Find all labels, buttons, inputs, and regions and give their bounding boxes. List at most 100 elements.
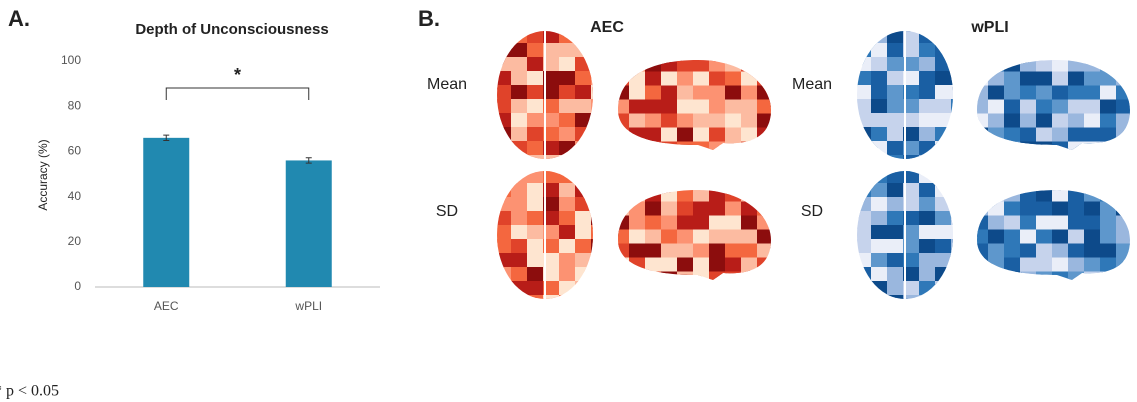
footnote: * p < 0.05: [0, 383, 59, 400]
brain-region: [951, 113, 970, 135]
column-title: wPLI: [970, 19, 1008, 36]
brain-map: [855, 165, 978, 318]
brain-region: [613, 188, 634, 206]
brain-region: [645, 142, 663, 164]
brain-region: [511, 155, 529, 173]
brain-region: [591, 127, 613, 149]
brain-region: [591, 253, 615, 274]
brain-region: [1068, 188, 1086, 204]
brain-region: [951, 253, 969, 272]
brain-region: [1116, 100, 1134, 115]
brain-region: [935, 155, 960, 174]
brain-region: [951, 29, 971, 49]
brain-region: [757, 258, 778, 280]
brain-region: [629, 272, 646, 289]
brain-region: [972, 188, 997, 208]
brain-region: [495, 29, 517, 48]
brain-region: [591, 85, 617, 102]
brain-region: [495, 253, 514, 268]
figure: A. Depth of Unconsciousness Accuracy (%)…: [0, 0, 1137, 402]
brain-region: [855, 267, 872, 285]
brain-region: [1100, 272, 1122, 289]
brain-region: [1020, 142, 1040, 163]
brain-region: [511, 113, 529, 129]
brain-region: [951, 85, 976, 106]
brain-map: [972, 58, 1137, 163]
brain-region: [1116, 142, 1137, 159]
brain-region: [575, 281, 597, 299]
brain-region: [935, 197, 956, 212]
brain-region: [1036, 272, 1054, 287]
brain-region: [495, 169, 514, 190]
brain-region: [935, 29, 961, 48]
brain-region: [559, 281, 581, 303]
brain-region: [951, 155, 970, 174]
brain-region: [988, 258, 1005, 276]
brain-region: [1020, 86, 1037, 102]
brain-region: [495, 141, 517, 164]
brain-region: [855, 225, 873, 241]
row-label: SD: [801, 203, 823, 220]
brain-region: [951, 43, 971, 64]
brain-region: [855, 155, 874, 176]
brain-region: [919, 281, 937, 300]
brain-region: [951, 281, 976, 297]
brain-region: [543, 295, 567, 313]
brain-region: [1084, 272, 1106, 287]
brain-region: [919, 155, 936, 176]
brain-region: [919, 141, 937, 157]
brain-region: [951, 57, 977, 78]
brain-region: [741, 272, 766, 292]
brain-map: [855, 25, 977, 178]
brain-region: [559, 141, 580, 157]
brain-region: [559, 29, 583, 45]
brain-region: [575, 295, 592, 316]
significance-marker: *: [234, 65, 241, 85]
brain-region: [757, 142, 774, 159]
brain-region: [855, 295, 876, 314]
brain-region: [575, 141, 598, 161]
y-tick-label: 80: [68, 98, 82, 112]
brain-region: [495, 281, 517, 300]
brain-region: [871, 141, 889, 163]
brain-region: [972, 86, 991, 102]
brain-region: [661, 142, 678, 159]
brain-region: [951, 225, 978, 247]
brain-region: [1004, 272, 1022, 295]
bar: [286, 160, 332, 287]
brain-region: [1004, 258, 1022, 273]
brain-region: [591, 239, 615, 262]
brain-region: [591, 71, 608, 89]
brain-region: [591, 43, 616, 61]
x-tick-label: AEC: [154, 299, 179, 313]
brain-region: [591, 197, 616, 218]
y-tick-label: 40: [68, 189, 82, 203]
brain-map: [613, 188, 784, 295]
brain-region: [661, 272, 687, 294]
brain-region: [629, 114, 648, 130]
brain-region: [559, 169, 577, 185]
brain-region: [935, 141, 961, 161]
y-tick-label: 20: [68, 234, 82, 248]
brain-region: [855, 141, 873, 157]
brain-region: [559, 267, 577, 283]
brain-region: [591, 183, 613, 200]
brain-map: [613, 58, 782, 164]
brain-region: [709, 142, 734, 160]
brain-region: [645, 272, 667, 294]
brain-region: [935, 169, 954, 185]
brain-region: [645, 72, 663, 87]
brain-region: [591, 155, 612, 171]
brain-region: [1084, 142, 1106, 162]
brain-region: [725, 272, 743, 287]
x-tick-label: wPLI: [294, 299, 322, 313]
brain-region: [1068, 272, 1087, 287]
brain-region: [575, 99, 597, 114]
brain-region: [951, 169, 978, 189]
brain-region: [988, 272, 1008, 294]
brain-region: [575, 85, 597, 101]
y-axis-label: Accuracy (%): [36, 139, 50, 210]
brain-region: [543, 155, 567, 171]
brain-region: [951, 141, 973, 159]
row-label: Mean: [792, 76, 832, 93]
